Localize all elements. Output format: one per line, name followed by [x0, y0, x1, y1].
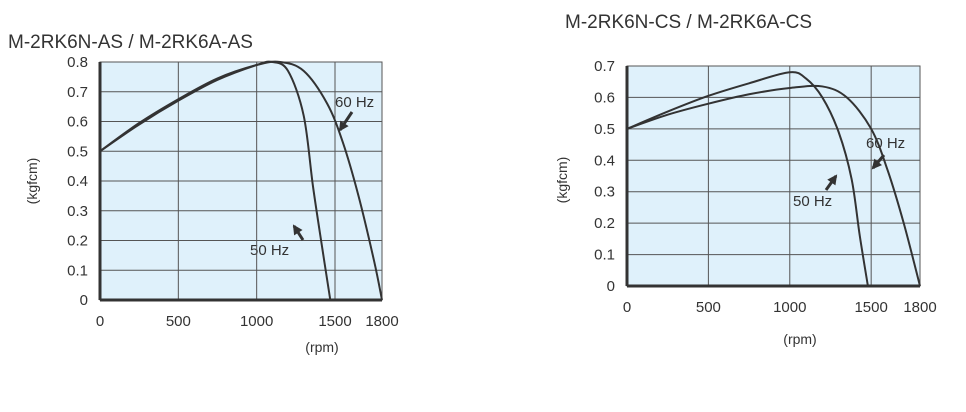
- x-axis-label: (rpm): [305, 339, 338, 355]
- chart-title: M-2RK6N-AS / M-2RK6A-AS: [8, 32, 253, 53]
- y-axis-label: (kgfcm): [554, 157, 570, 204]
- annotation-arrowhead: [871, 158, 882, 170]
- annotation-60hz: 60 Hz: [335, 94, 374, 111]
- annotation-50hz: 50 Hz: [793, 193, 832, 210]
- y-axis-label: (kgfcm): [24, 158, 40, 205]
- x-tick-label: 1800: [903, 299, 936, 316]
- annotation-50hz: 50 Hz: [250, 242, 289, 259]
- y-tick-label: 0.3: [67, 203, 88, 220]
- y-tick-label: 0.4: [594, 152, 615, 169]
- x-tick-label: 1500: [854, 299, 887, 316]
- annotation-60hz: 60 Hz: [866, 135, 905, 152]
- x-tick-label: 1000: [773, 299, 806, 316]
- y-tick-label: 0: [607, 278, 615, 295]
- y-tick-label: 0.6: [594, 89, 615, 106]
- chart-cs: M-2RK6N-CS / M-2RK6A-CS (rpm) (kgfcm) 60…: [554, 12, 937, 347]
- x-tick-label: 0: [623, 299, 631, 316]
- y-tick-label: 0.2: [67, 233, 88, 250]
- y-tick-label: 0.7: [67, 84, 88, 101]
- y-tick-label: 0.1: [67, 262, 88, 279]
- plot-area: [626, 65, 921, 287]
- x-tick-label: 0: [96, 313, 104, 330]
- x-axis-label: (rpm): [783, 331, 816, 347]
- annotation-arrowhead: [338, 120, 349, 132]
- x-tick-label: 500: [696, 299, 721, 316]
- annotation-arrowhead: [827, 174, 838, 186]
- x-tick-label: 1800: [365, 313, 398, 330]
- y-tick-label: 0.4: [67, 173, 88, 190]
- x-tick-label: 1500: [318, 313, 351, 330]
- y-tick-label: 0.6: [67, 114, 88, 131]
- y-tick-label: 0.8: [67, 54, 88, 71]
- x-tick-label: 1000: [240, 313, 273, 330]
- series-line-60hz: [626, 84, 921, 287]
- y-tick-label: 0: [80, 292, 88, 309]
- annotation-arrowhead: [292, 224, 303, 236]
- y-tick-label: 0.5: [67, 143, 88, 160]
- y-tick-label: 0.3: [594, 184, 615, 201]
- x-tick-label: 500: [166, 313, 191, 330]
- y-tick-label: 0.5: [594, 121, 615, 138]
- y-tick-label: 0.1: [594, 247, 615, 264]
- y-tick-label: 0.7: [594, 58, 615, 75]
- chart-as: M-2RK6N-AS / M-2RK6A-AS (rpm) (kgfcm) 60…: [8, 32, 399, 355]
- series-line-60hz: [99, 60, 383, 301]
- y-tick-label: 0.2: [594, 215, 615, 232]
- series-line-50hz: [626, 71, 869, 287]
- chart-title: M-2RK6N-CS / M-2RK6A-CS: [565, 12, 812, 33]
